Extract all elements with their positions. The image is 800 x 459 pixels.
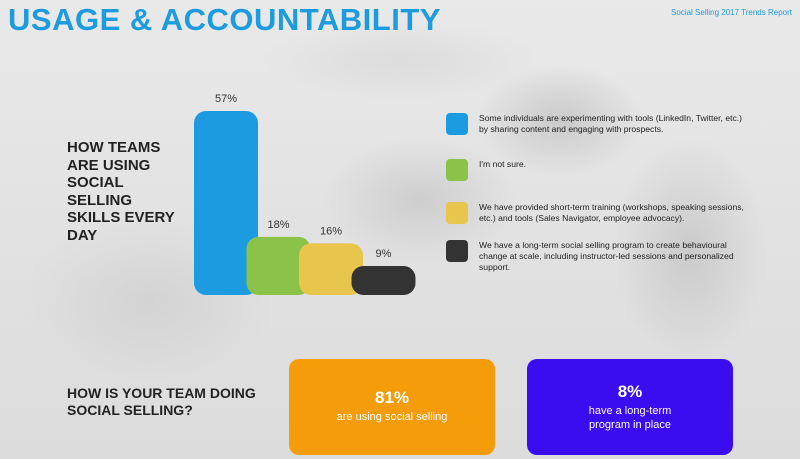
chart-question: HOW TEAMS ARE USING SOCIAL SELLING SKILL…: [67, 139, 177, 244]
bar-3: [299, 243, 363, 295]
chart-question-text: HOW TEAMS ARE USING SOCIAL SELLING SKILL…: [67, 139, 175, 244]
bar-1: [194, 111, 258, 295]
stat-label: have a long-term program in place: [588, 405, 672, 431]
value-labels: 57% 18% 16% 9%: [215, 93, 392, 260]
value-label-2: 18%: [267, 219, 289, 231]
stats-question: HOW IS YOUR TEAM DOING SOCIAL SELLING?: [67, 385, 267, 419]
legend-swatch: [446, 113, 468, 135]
bars: [194, 111, 416, 295]
report-name: Social Selling 2017 Trends Report: [671, 8, 792, 17]
bar-2: [246, 236, 311, 295]
value-label-3: 16%: [320, 225, 342, 237]
bar-4: [351, 265, 416, 295]
legend-label: I'm not sure.: [479, 159, 527, 169]
stat-card-program: 8% have a long-term program in place: [527, 359, 733, 455]
value-label-1: 57%: [215, 93, 237, 105]
legend-label: We have provided short-term training (wo…: [479, 202, 744, 223]
stats-question-text: HOW IS YOUR TEAM DOING SOCIAL SELLING?: [67, 385, 256, 418]
legend-label: Some individuals are experimenting with …: [479, 113, 743, 134]
stat-value: 81%: [374, 388, 410, 407]
stat-value: 8%: [617, 382, 643, 401]
value-label-4: 9%: [376, 248, 392, 260]
legend-label: We have a long-term social selling progr…: [479, 240, 734, 272]
legend-swatch: [446, 202, 468, 224]
stat-card-using: 81% are using social selling: [289, 359, 495, 455]
legend-swatch: [446, 240, 468, 262]
page-title: USAGE & ACCOUNTABILITY: [8, 2, 441, 37]
legend-swatch: [446, 159, 468, 181]
stat-label: are using social selling: [336, 411, 448, 423]
